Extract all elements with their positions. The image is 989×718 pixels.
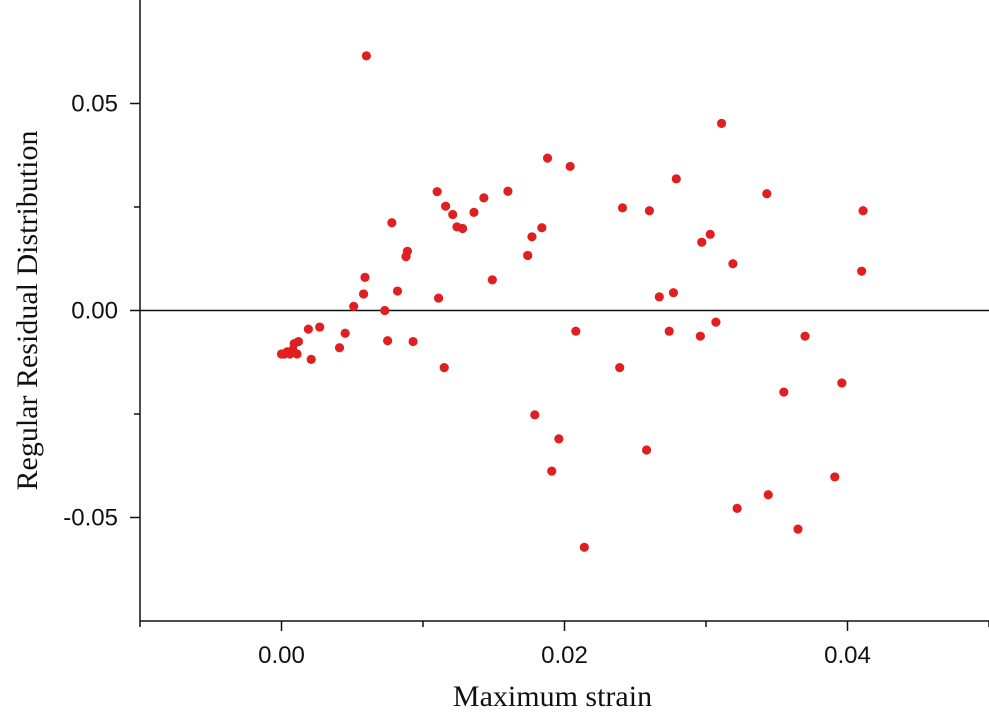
x-tick-label: 0.04	[824, 642, 871, 669]
axes-layer	[139, 0, 989, 622]
data-point	[349, 301, 359, 311]
data-point	[334, 343, 345, 353]
data-point	[383, 336, 393, 346]
data-point	[617, 203, 628, 213]
data-point	[523, 250, 533, 261]
data-point	[380, 305, 390, 316]
data-point	[697, 237, 707, 247]
data-point	[565, 161, 575, 172]
data-point	[408, 336, 418, 347]
data-point	[554, 434, 564, 444]
data-point	[654, 292, 664, 302]
data-point	[448, 209, 458, 220]
data-point	[641, 445, 652, 455]
data-point	[315, 322, 325, 332]
data-point	[479, 193, 489, 203]
data-point	[664, 326, 674, 336]
data-point	[432, 187, 442, 197]
data-point	[402, 246, 413, 256]
data-point	[392, 286, 403, 296]
data-point	[306, 354, 316, 364]
data-point	[858, 206, 868, 216]
y-axis-title: Regular Residual Distribution	[11, 131, 44, 491]
data-point	[537, 223, 547, 233]
data-point	[303, 324, 313, 334]
data-point	[458, 223, 468, 234]
data-point	[358, 289, 369, 299]
y-tick-label: 0.05	[71, 91, 118, 118]
data-point	[762, 189, 772, 199]
data-point	[837, 378, 847, 388]
data-point	[469, 207, 479, 217]
data-point	[728, 259, 738, 269]
data-point	[732, 503, 742, 513]
data-point	[293, 336, 304, 347]
y-tick-label: -0.05	[63, 505, 118, 532]
data-point	[361, 51, 371, 61]
x-axis-title: Maximum strain	[453, 680, 652, 713]
data-point	[387, 218, 397, 228]
data-point	[671, 174, 681, 184]
data-point	[857, 266, 867, 276]
data-point	[716, 118, 727, 128]
data-point	[441, 201, 451, 211]
y-tick-label: 0.00	[71, 298, 118, 325]
data-point	[542, 153, 553, 163]
x-tick-label: 0.02	[541, 642, 588, 669]
data-point	[779, 387, 789, 397]
data-point	[830, 472, 840, 482]
data-point	[527, 232, 537, 242]
data-point	[503, 186, 513, 196]
data-point	[793, 524, 803, 534]
data-point	[547, 466, 557, 476]
ticks-layer: 0.00 0.02 0.04 0.05 0.00 -0.05	[63, 91, 989, 669]
data-point	[487, 275, 497, 285]
data-point	[705, 229, 715, 239]
data-point	[615, 363, 625, 373]
data-point	[439, 363, 449, 373]
data-point	[340, 328, 350, 338]
data-point	[360, 272, 370, 282]
x-tick-label: 0.00	[258, 642, 305, 669]
data-point	[644, 206, 655, 216]
data-point	[579, 542, 589, 552]
points-layer	[276, 51, 868, 552]
data-point	[695, 331, 705, 341]
data-point	[763, 490, 773, 500]
data-point	[292, 349, 302, 359]
data-point	[571, 326, 581, 336]
data-point	[711, 317, 721, 327]
data-point	[668, 288, 679, 298]
data-point	[530, 410, 540, 420]
data-point	[433, 293, 444, 303]
data-point	[800, 331, 810, 341]
